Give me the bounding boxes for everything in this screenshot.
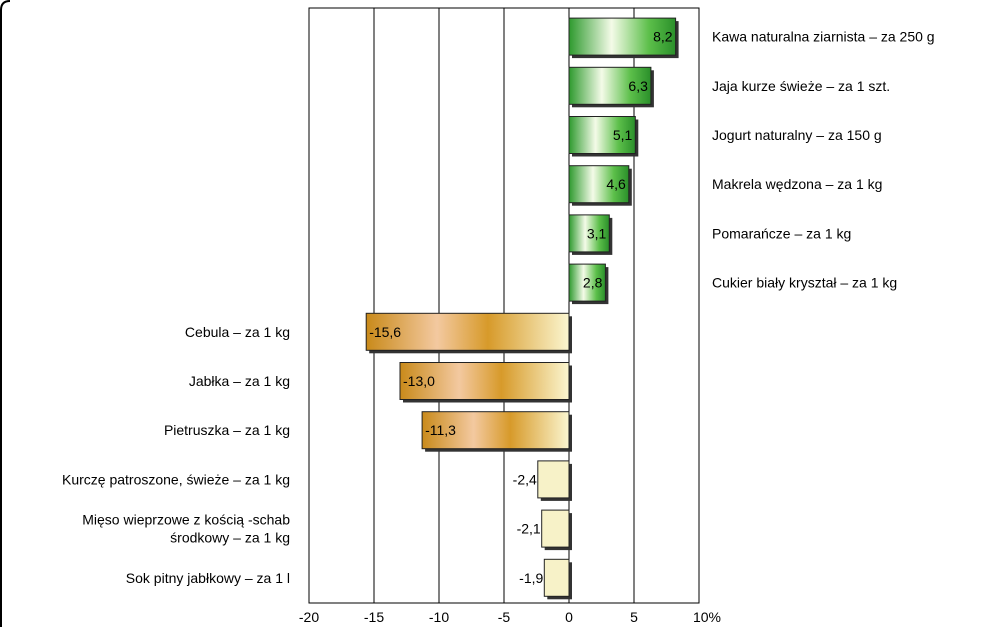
data-label: -2,1 xyxy=(517,521,541,537)
data-label: 5,1 xyxy=(613,127,633,143)
bar xyxy=(365,312,570,351)
category-label: Jogurt naturalny – za 150 g xyxy=(712,127,882,143)
category-label: Pomarańcze – za 1 kg xyxy=(712,225,851,241)
bar xyxy=(421,411,570,450)
category-labels: Kawa naturalna ziarnista – za 250 g Jaja … xyxy=(62,29,935,586)
data-label: -1,9 xyxy=(519,570,543,586)
x-tick-label: 0 xyxy=(565,609,573,625)
data-label: 3,1 xyxy=(587,225,607,241)
category-label: Jaja kurze świeże – za 1 szt. xyxy=(712,78,890,94)
bar xyxy=(399,362,570,400)
data-label: 2,8 xyxy=(583,275,603,291)
x-tick-label: 10% xyxy=(693,609,721,625)
data-label: 6,3 xyxy=(628,78,648,94)
bar xyxy=(543,558,570,597)
x-tick-labels: -20 -15 -10 -5 0 5 10% xyxy=(299,609,721,625)
x-tick-label: -20 xyxy=(299,609,319,625)
data-label: -2,4 xyxy=(513,471,537,487)
category-label: Kawa naturalna ziarnista – za 250 g xyxy=(712,29,935,45)
category-label: Cebula – za 1 kg xyxy=(185,324,290,340)
category-label: Pietruszka – za 1 kg xyxy=(164,422,290,438)
category-label: Cukier biały kryształ – za 1 kg xyxy=(712,275,897,291)
category-label: Makrela wędzona – za 1 kg xyxy=(712,176,882,192)
frame-border xyxy=(0,0,11,627)
bar xyxy=(568,116,636,154)
data-label: 8,2 xyxy=(653,29,673,45)
category-label: Kurczę patroszone, świeże – za 1 kg xyxy=(62,471,290,487)
x-tick-label: -10 xyxy=(429,609,449,625)
bar xyxy=(541,509,570,548)
data-label: -13,0 xyxy=(403,373,435,389)
category-label: Sok pitny jabłkowy – za 1 l xyxy=(126,570,290,586)
category-label: Mięso wieprzowe z kością -schab środkowy … xyxy=(82,512,290,546)
data-label: -15,6 xyxy=(369,324,401,340)
bar xyxy=(568,165,630,204)
bar xyxy=(568,214,610,253)
x-tick-label: 5 xyxy=(630,609,638,625)
bar xyxy=(568,263,606,302)
x-tick-label: -5 xyxy=(498,609,511,625)
x-tick-label: -15 xyxy=(364,609,384,625)
data-label: 4,6 xyxy=(606,176,626,192)
bar xyxy=(568,17,677,56)
bar xyxy=(568,66,652,105)
bars: 8,2 6,3 5,1 4,6 3,1 2,8 -15,6 -13,0 -11,3 -2,4 -2,… xyxy=(365,17,679,600)
data-label: -11,3 xyxy=(425,422,456,438)
bar xyxy=(537,460,570,499)
category-label: Jabłka – za 1 kg xyxy=(189,373,290,389)
